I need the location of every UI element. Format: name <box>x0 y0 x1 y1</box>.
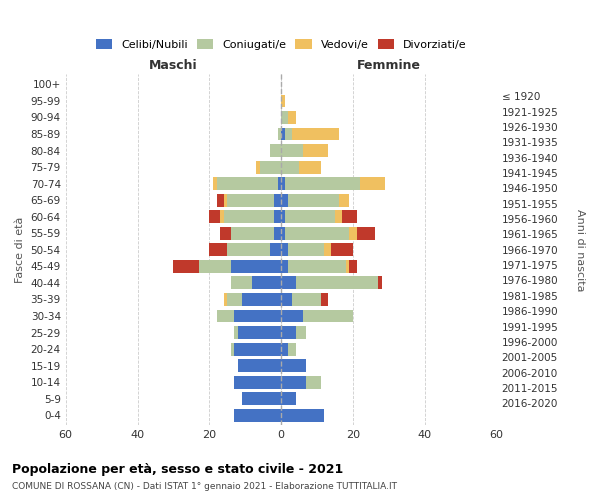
Bar <box>274 210 281 223</box>
Text: Femmine: Femmine <box>357 59 421 72</box>
Bar <box>346 260 349 273</box>
Bar <box>173 260 199 273</box>
Bar <box>238 326 281 339</box>
Bar <box>281 342 289 355</box>
Bar <box>360 177 385 190</box>
Bar <box>307 376 321 388</box>
Bar <box>281 392 296 405</box>
Bar <box>335 210 342 223</box>
Bar <box>224 194 227 206</box>
Bar <box>242 293 281 306</box>
Bar <box>299 160 321 173</box>
Bar <box>303 310 353 322</box>
Text: Popolazione per età, sesso e stato civile - 2021: Popolazione per età, sesso e stato civil… <box>12 462 343 475</box>
Bar <box>260 160 281 173</box>
Y-axis label: Fasce di età: Fasce di età <box>15 216 25 283</box>
Bar <box>349 260 356 273</box>
Bar <box>281 177 285 190</box>
Bar <box>281 194 289 206</box>
Bar <box>289 194 338 206</box>
Bar <box>285 227 349 239</box>
Bar <box>235 310 281 322</box>
Bar <box>281 144 303 157</box>
Bar <box>271 144 281 157</box>
Bar <box>281 111 289 124</box>
Bar <box>231 260 281 273</box>
Legend: Celibi/Nubili, Coniugati/e, Vedovi/e, Divorziati/e: Celibi/Nubili, Coniugati/e, Vedovi/e, Di… <box>91 34 471 54</box>
Bar <box>281 326 296 339</box>
Bar <box>235 376 281 388</box>
Bar <box>321 293 328 306</box>
Bar <box>220 210 224 223</box>
Bar <box>281 244 289 256</box>
Bar <box>217 177 278 190</box>
Y-axis label: Anni di nascita: Anni di nascita <box>575 208 585 291</box>
Bar <box>217 310 235 322</box>
Bar <box>281 210 285 223</box>
Bar <box>325 244 331 256</box>
Bar <box>331 244 353 256</box>
Bar <box>342 210 356 223</box>
Bar <box>281 227 285 239</box>
Bar <box>281 409 325 422</box>
Bar <box>285 128 292 140</box>
Bar <box>227 244 271 256</box>
Bar <box>281 293 292 306</box>
Bar <box>285 210 335 223</box>
Bar <box>220 227 231 239</box>
Bar <box>289 342 296 355</box>
Bar <box>271 244 281 256</box>
Bar <box>356 227 374 239</box>
Bar <box>281 359 307 372</box>
Bar <box>213 177 217 190</box>
Bar <box>289 260 346 273</box>
Bar <box>378 276 382 289</box>
Bar <box>209 244 227 256</box>
Bar <box>281 128 285 140</box>
Bar <box>278 128 281 140</box>
Bar <box>238 359 281 372</box>
Bar <box>227 194 274 206</box>
Bar <box>199 260 231 273</box>
Bar <box>303 144 328 157</box>
Bar <box>231 342 235 355</box>
Bar <box>281 276 296 289</box>
Bar <box>338 194 349 206</box>
Bar <box>235 326 238 339</box>
Bar <box>256 160 260 173</box>
Bar <box>242 392 281 405</box>
Text: Maschi: Maschi <box>149 59 198 72</box>
Bar <box>349 227 356 239</box>
Bar <box>281 160 299 173</box>
Bar <box>278 177 281 190</box>
Text: COMUNE DI ROSSANA (CN) - Dati ISTAT 1° gennaio 2021 - Elaborazione TUTTITALIA.IT: COMUNE DI ROSSANA (CN) - Dati ISTAT 1° g… <box>12 482 397 491</box>
Bar <box>224 210 274 223</box>
Bar <box>209 210 220 223</box>
Bar <box>281 376 307 388</box>
Bar <box>281 310 303 322</box>
Bar <box>289 244 325 256</box>
Bar <box>274 227 281 239</box>
Bar <box>296 326 307 339</box>
Bar <box>281 260 289 273</box>
Bar <box>292 293 321 306</box>
Bar <box>285 177 360 190</box>
Bar <box>231 227 274 239</box>
Bar <box>289 111 296 124</box>
Bar <box>274 194 281 206</box>
Bar <box>227 293 242 306</box>
Bar <box>235 342 281 355</box>
Bar <box>231 276 253 289</box>
Bar <box>253 276 281 289</box>
Bar <box>217 194 224 206</box>
Bar <box>235 409 281 422</box>
Bar <box>296 276 378 289</box>
Bar <box>281 94 285 108</box>
Bar <box>292 128 338 140</box>
Bar <box>224 293 227 306</box>
